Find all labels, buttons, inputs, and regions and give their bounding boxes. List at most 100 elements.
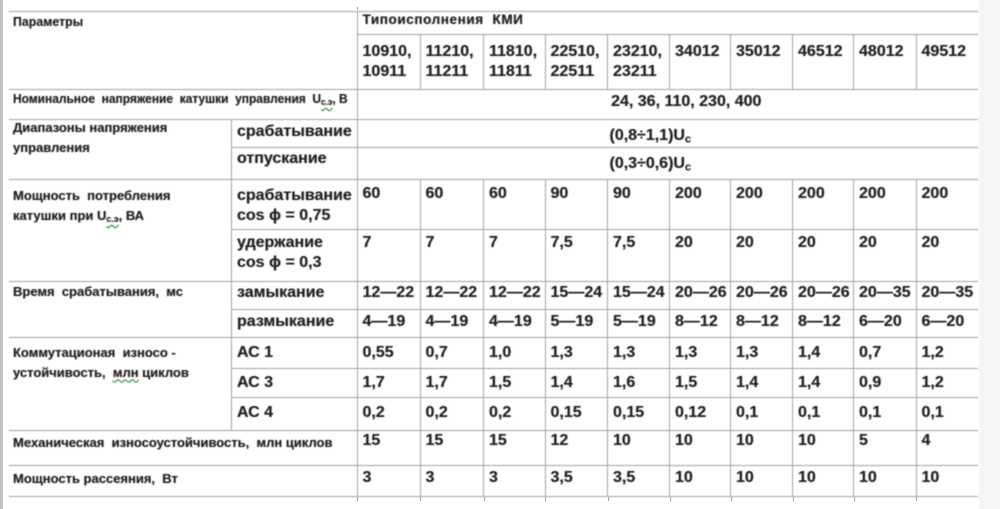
data-cell: 12—22	[419, 280, 485, 310]
cell-text: 48012	[859, 43, 904, 60]
cell-text: 1,3	[675, 343, 698, 361]
cell-text: 1,5	[489, 374, 512, 391]
cell-text: 0,15	[550, 403, 582, 421]
table-row: Диапазоны напряжения управления срабатыва…	[9, 119, 979, 180]
data-cell: 1,2	[915, 367, 979, 398]
data-cell: 20—26	[669, 280, 732, 310]
cell-text: 3,5	[613, 468, 636, 486]
row-label-voltage-range: Диапазоны напряжения управления	[9, 119, 232, 180]
grid-stub	[357, 7, 358, 10]
grid-stub	[357, 496, 358, 501]
data-cell: 20	[915, 228, 979, 282]
cell-text: 0,2	[489, 403, 512, 421]
grid-stub	[545, 496, 546, 501]
header-type-cell: 49512	[915, 33, 979, 90]
cell-text: 10	[675, 468, 693, 486]
data-cell: 0,2	[419, 397, 485, 431]
table-row: Коммутационая износо - устойчивость, млн…	[9, 337, 979, 431]
cell-text: 1,4	[736, 374, 759, 391]
data-cell: 12	[544, 429, 609, 466]
data-cell: 0,15	[607, 397, 671, 431]
grid-stub	[853, 496, 855, 501]
cell-text: 60	[489, 185, 507, 202]
row-label-switching-endurance: Коммутационая износо - устойчивость, млн…	[9, 337, 232, 431]
cell-text: АС 1	[237, 343, 274, 361]
row-label-mechanical-endurance: Механическая износоустойчивость, млн цик…	[9, 429, 358, 466]
cell-text: 0,1	[736, 403, 759, 421]
cell-text: 5	[859, 432, 868, 449]
table-row: Мощность рассеяния, Вт 3 3 3 3,5 3,5 10 10 10 10 1…	[9, 465, 979, 497]
data-cell: 0,2	[356, 397, 421, 431]
header-types-group-cell: Типоисполнения КМИ	[356, 10, 979, 35]
table-row: АС 3 1,7 1,7 1,5 1,4 1,6 1,5 1,4 1,4 0,9 1,2	[9, 367, 979, 398]
data-cell: 1,3	[607, 337, 671, 369]
sub-label: АС 3	[231, 367, 358, 398]
cell-text: размыкание	[237, 312, 335, 330]
cell-text: 1,2	[921, 374, 944, 391]
cell-text: 8—12	[736, 312, 779, 330]
data-cell: 20	[669, 228, 732, 282]
data-cell: 0,7	[419, 337, 485, 369]
cell-text: 60	[362, 185, 381, 202]
data-cell: 6—20	[853, 309, 917, 338]
data-cell: 0,9	[853, 367, 917, 398]
cell-text: 10910, 10911	[362, 43, 412, 80]
table-row: Параметры Типоисполнения КМИ	[9, 10, 979, 90]
header-params-cell: Параметры	[9, 10, 358, 90]
data-cell: 10	[915, 465, 979, 497]
data-cell: 10	[669, 465, 732, 497]
table-row: Механическая износоустойчивость, млн цик…	[9, 429, 979, 466]
cell-text: 5—19	[550, 312, 594, 330]
table-row: Время срабатывания, мс замыкание 12—22 12—2…	[9, 280, 979, 338]
cell-text: 7,5	[550, 234, 573, 251]
data-cell: 4—19	[356, 309, 421, 338]
data-cell: 1,5	[669, 367, 732, 398]
data-cell: 0,15	[544, 397, 609, 431]
cell-text: 1,5	[675, 374, 698, 391]
table-row: удержание cos ϕ = 0,3 7 7 7 7,5 7,5 20 20 20 20 20	[9, 228, 979, 282]
data-cell: 6—20	[915, 309, 979, 338]
cell-text: 90	[613, 185, 631, 202]
data-cell: 60	[356, 178, 421, 230]
cell-text: 7	[489, 234, 498, 251]
cell-text: 4—19	[425, 312, 469, 330]
cell-text: 20—26	[675, 284, 727, 301]
row-label-coil-power: Мощность потребления катушки при Uс.э, В…	[9, 178, 232, 282]
cell-text: 8—12	[675, 312, 718, 330]
cell-text: срабатывание cos ϕ = 0,75	[237, 186, 352, 224]
data-cell: 200	[792, 178, 855, 230]
data-cell: 1,7	[419, 367, 485, 398]
data-cell: 90	[607, 178, 671, 230]
cell-text: 23210, 23211	[613, 43, 662, 80]
sub-label: АС 1	[231, 337, 358, 369]
cell-text: 4	[921, 432, 931, 449]
row-label-power-dissipation: Мощность рассеяния, Вт	[9, 465, 358, 497]
cell-text: 10	[736, 468, 754, 486]
sub-label: срабатывание	[231, 119, 358, 148]
cell-text: отпускание	[237, 150, 327, 167]
cell-text: 1,4	[550, 374, 573, 391]
header-type-cell: 48012	[853, 33, 917, 90]
cell-text: 10	[736, 432, 754, 449]
data-cell: 3	[419, 465, 485, 497]
cell-text: 15	[489, 432, 507, 449]
grid-stub	[607, 496, 609, 501]
cell-text: АС 3	[237, 374, 274, 391]
cell-text: 46512	[798, 43, 843, 60]
cell-text: 3	[362, 468, 372, 486]
cell-text: 0,7	[859, 343, 882, 361]
cell-text: 20	[675, 234, 693, 251]
data-cell: 60	[419, 178, 485, 230]
cell-text: Типоисполнения КМИ	[362, 12, 524, 27]
cell-text: 200	[675, 185, 702, 202]
sub-label: АС 4	[231, 397, 358, 431]
data-cell: 1,4	[792, 337, 855, 369]
data-cell: 4—19	[419, 309, 485, 338]
data-cell: 10	[853, 465, 917, 497]
cell-text: 10	[859, 468, 877, 486]
cell-text: 1,4	[798, 374, 821, 391]
data-cell: 7	[483, 228, 546, 282]
cell-text: 7	[425, 234, 435, 251]
cell-text: 0,1	[921, 403, 944, 421]
data-cell: 200	[669, 178, 732, 230]
